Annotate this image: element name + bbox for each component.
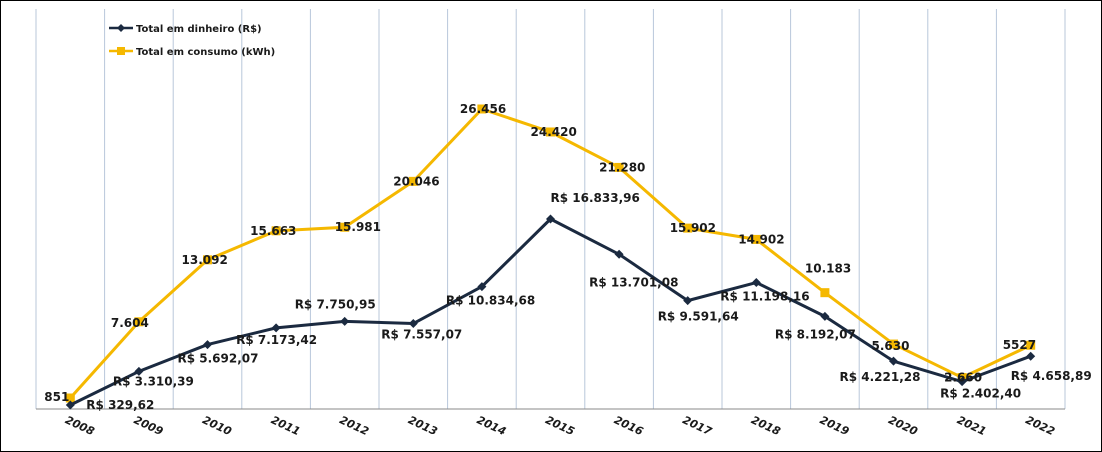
- data-label-dinheiro: R$ 16.833,96: [551, 191, 640, 205]
- series-layer: [65, 104, 1036, 410]
- data-label-consumo: 24.420: [531, 125, 577, 139]
- point-marker-diamond: [477, 282, 487, 292]
- data-label-consumo: 13.092: [182, 253, 228, 267]
- x-tick-label: 2022: [1024, 413, 1058, 438]
- x-tick-label: 2012: [338, 413, 372, 438]
- data-label-consumo: 15.902: [670, 221, 716, 235]
- point-marker-square: [820, 288, 830, 298]
- x-tick-label: 2014: [475, 413, 508, 438]
- point-marker-diamond: [340, 316, 350, 326]
- point-marker-square: [889, 339, 898, 349]
- data-label-consumo: 2.660: [944, 371, 982, 385]
- point-marker-diamond: [134, 366, 144, 376]
- point-marker-diamond: [751, 278, 761, 288]
- point-marker-square: [271, 226, 281, 236]
- point-marker-square: [546, 127, 555, 137]
- point-marker-square: [340, 222, 350, 232]
- point-marker-diamond: [271, 323, 281, 333]
- data-label-consumo: 15.663: [250, 224, 296, 238]
- data-label-consumo: 15.981: [335, 220, 381, 234]
- x-tick-label: 2013: [406, 413, 440, 438]
- x-tick-label: 2019: [818, 413, 852, 438]
- data-label-dinheiro: R$ 5.692,07: [178, 352, 259, 366]
- x-tick-label: 2016: [612, 413, 646, 438]
- data-label-consumo: 851: [44, 390, 69, 404]
- point-marker-square: [203, 255, 212, 265]
- x-tick-label: 2010: [200, 413, 234, 438]
- legend: Total em dinheiro (R$) Total em consumo (…: [109, 24, 275, 58]
- legend-marker-diamond: [117, 24, 125, 32]
- x-tick-label: 2008: [63, 413, 97, 438]
- x-tick-label: 2018: [749, 413, 783, 438]
- data-label-dinheiro: R$ 4.221,28: [840, 370, 921, 384]
- data-label-consumo: 10.183: [805, 262, 851, 276]
- x-tick-label: 2009: [132, 413, 166, 438]
- data-label-dinheiro: R$ 10.834,68: [446, 294, 535, 308]
- data-label-consumo: 5.630: [872, 339, 910, 353]
- point-marker-diamond: [1026, 351, 1036, 361]
- vertical-gridlines: [35, 9, 1066, 409]
- x-tick-label: 2017: [681, 413, 715, 438]
- data-label-consumo: 21.280: [599, 160, 645, 174]
- point-marker-square: [65, 393, 75, 403]
- point-marker-square: [751, 234, 761, 244]
- data-label-consumo: 14.902: [738, 232, 784, 246]
- data-label-dinheiro: R$ 11.198,16: [720, 290, 809, 304]
- point-marker-diamond: [889, 356, 898, 366]
- x-tick-label: 2021: [955, 413, 988, 438]
- legend-marker-square: [117, 47, 125, 55]
- data-label-consumo: 20.046: [393, 174, 439, 188]
- point-marker-diamond: [957, 377, 967, 387]
- point-marker-square: [408, 176, 418, 186]
- data-label-dinheiro: R$ 7.557,07: [381, 328, 462, 342]
- point-marker-square: [134, 317, 144, 327]
- x-axis-tick-labels: 2008 2009 2010 2011 2012 2013 2014 2015 2016 2017…: [63, 413, 1057, 438]
- data-label-dinheiro: R$ 3.310,39: [113, 374, 194, 388]
- point-marker-diamond: [203, 340, 212, 350]
- x-tick-label: 2020: [886, 413, 920, 438]
- data-labels: 851 7.604 13.092 15.663 15.981 20.046 26.456 24…: [44, 102, 1091, 412]
- point-marker-diamond: [820, 311, 830, 321]
- data-label-dinheiro: R$ 2.402,40: [940, 387, 1021, 401]
- data-label-dinheiro: R$ 4.658,89: [1011, 369, 1092, 383]
- point-marker-square: [683, 223, 693, 233]
- x-tick-label: 2015: [543, 413, 577, 438]
- point-marker-diamond: [614, 249, 624, 259]
- point-marker-diamond: [408, 319, 418, 329]
- legend-entry-label: Total em dinheiro (R$): [136, 24, 262, 35]
- legend-entry-label: Total em consumo (kWh): [136, 47, 275, 58]
- data-label-consumo: 7.604: [111, 316, 149, 330]
- point-marker-diamond: [546, 214, 555, 224]
- data-label-dinheiro: R$ 9.591,64: [658, 310, 739, 324]
- data-label-dinheiro: R$ 7.750,95: [295, 297, 376, 311]
- point-marker-diamond: [683, 296, 693, 306]
- point-marker-square: [614, 162, 624, 172]
- x-tick-label: 2011: [269, 413, 302, 438]
- data-label-consumo: 26.456: [460, 102, 506, 116]
- point-marker-diamond: [65, 400, 75, 410]
- data-label-dinheiro: R$ 13.701,08: [589, 275, 678, 289]
- data-label-dinheiro: R$ 329,62: [86, 398, 154, 412]
- data-label-dinheiro: R$ 7.173,42: [236, 333, 317, 347]
- data-label-consumo: 5527: [1003, 338, 1036, 352]
- point-marker-square: [1026, 340, 1036, 350]
- point-marker-square: [477, 104, 487, 114]
- data-label-dinheiro: R$ 8.192,07: [775, 327, 856, 341]
